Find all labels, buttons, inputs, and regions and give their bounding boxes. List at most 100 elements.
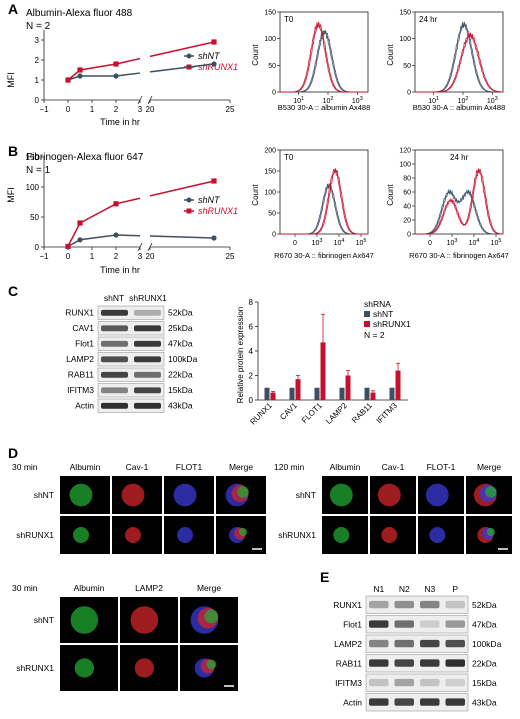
blot-e-col-2: N3 — [424, 584, 435, 594]
micro-2-cell-1-3-2 — [486, 527, 495, 536]
micro-2-cell-1-2-0 — [429, 527, 446, 543]
chart-a-xtick-label-1: 0 — [66, 105, 71, 114]
flow-b1-ytick-label-0: 0 — [272, 232, 276, 239]
chart-b-ytick-label-2: 100 — [26, 183, 40, 192]
blot-c-row-label-0: RUNX1 — [65, 308, 94, 318]
chart-b-xtick-label-6: 25 — [226, 252, 235, 261]
blot-e-band-2-0 — [369, 639, 389, 648]
blot-c-row-label-2: Flot1 — [75, 339, 94, 349]
micro-3-cell-1-1-0 — [134, 658, 155, 678]
panel-letter-b: B — [8, 143, 18, 159]
blot-e-band-5-2 — [420, 698, 440, 706]
micro-3-cell-1-2-2 — [206, 659, 217, 670]
bar-c-bar-1-1 — [295, 379, 301, 400]
bar-c-bar-4-1 — [370, 392, 376, 400]
micro-1-time: 30 min — [12, 462, 38, 472]
blot-e-strip-2 — [365, 634, 469, 653]
flow-b1-xtick-label-1: 103 — [312, 238, 323, 247]
chart-b-xtick-label-2: 1 — [90, 252, 95, 261]
flow-b1-ytick-label-2: 100 — [264, 190, 276, 197]
chart-b-series-0-seg-2a — [115, 234, 141, 237]
flow-b2-curve-1-1 — [415, 168, 504, 235]
blot-c-kda-label-6: 43kDa — [168, 401, 193, 411]
micro-1-row-0: shNT — [34, 490, 54, 500]
panel-letter-e: E — [320, 569, 329, 585]
chart-b-point-1-3 — [211, 178, 217, 184]
flow-a2-xlabel: B530 30-A :: albumin Ax488 — [413, 103, 506, 112]
flow-a1-ylabel: Count — [251, 44, 260, 66]
chart-a-xtick-label-6: 25 — [226, 105, 235, 114]
blot-e-band-2-2 — [420, 639, 440, 648]
micro-2-cell-0-0-0 — [329, 483, 353, 507]
chart-b-xtick-label-5: 20 — [146, 252, 155, 261]
micro-3-col-1: LAMP2 — [135, 583, 163, 593]
micro-2-cell-1-1-0 — [381, 527, 398, 543]
legend-b-shrunx1: shRUNX1 — [198, 206, 238, 216]
blot-c-band-6-1 — [134, 402, 161, 409]
blot-e-kda-label-4: 15kDa — [472, 678, 497, 688]
flow-b1-ytick-label-1: 50 — [268, 211, 276, 218]
bar-c-ytick-label-2: 4 — [249, 347, 254, 356]
panel-letter-c: C — [8, 283, 18, 299]
bar-c-legend-title: shRNA — [364, 299, 391, 309]
chart-a-xtick-label-5: 20 — [146, 105, 155, 114]
flow-a2-curve-0-0 — [415, 22, 503, 93]
legend-a-shnt-marker — [186, 53, 192, 59]
blot-e-col-1: N2 — [399, 584, 410, 594]
bar-c-bar-0-0 — [264, 387, 270, 400]
panel-letter-a: A — [8, 1, 18, 17]
flow-a2-ytick-label-3: 150 — [399, 10, 411, 17]
flow-a1-frame — [279, 11, 369, 93]
bar-c-bar-3-0 — [339, 387, 345, 400]
chart-a-series-1-seg-2a — [115, 57, 141, 65]
chart-a-point-1-2 — [113, 61, 119, 67]
chart-b-n: N = 1 — [26, 165, 51, 176]
blot-c-col-shnt: shNT — [104, 293, 124, 303]
flow-b1-xtick-label-2: 104 — [334, 238, 345, 247]
micro-3-col-2: Merge — [197, 583, 221, 593]
micro-2-col-3: Merge — [477, 462, 501, 472]
chart-b-xtick-label-3: 2 — [114, 252, 119, 261]
chart-a-point-1-0 — [65, 77, 71, 83]
chart-b-title: Fibrinogen-Alexa fluor 647 — [26, 152, 144, 163]
chart-a-xtick-label-2: 1 — [90, 105, 95, 114]
panel-letter-d: D — [8, 445, 18, 461]
blot-c-row-label-4: RAB11 — [68, 370, 95, 380]
chart-a-ytick-label-0: 0 — [35, 96, 40, 105]
bar-c-cat-label-1: CAV1 — [278, 401, 299, 422]
micro-3-cell-0-1-0 — [130, 606, 159, 634]
micrograph-grid-3: 30 min Albumin LAMP2 Merge shNT shRUNX1 — [12, 583, 238, 691]
flow-b2-ylabel: Count — [386, 184, 395, 206]
blot-c-band-1-0 — [101, 325, 128, 332]
chart-a-ytick-label-2: 2 — [35, 56, 40, 65]
flow-b1-ylabel: Count — [251, 184, 260, 206]
blot-e-band-3-0 — [369, 659, 389, 667]
micro-3-row-0: shNT — [34, 615, 54, 625]
blot-c-band-5-0 — [101, 387, 128, 394]
blot-e-band-2-1 — [394, 639, 414, 648]
micro-1-cell-0-0-0 — [69, 483, 93, 507]
flow-b1-tag: T0 — [284, 153, 294, 162]
blot-e-band-5-1 — [394, 698, 414, 706]
bar-c-ytick-label-1: 2 — [249, 372, 254, 381]
blot-e-band-0-0 — [369, 600, 389, 609]
bar-c-bar-3-1 — [345, 375, 351, 400]
bar-c-ylabel: Relative protein expression — [236, 307, 245, 404]
bar-c-cat-label-3: LAMP2 — [324, 401, 349, 426]
blot-e-band-0-1 — [394, 600, 414, 609]
blot-e-band-4-2 — [420, 678, 440, 687]
blot-c-kda-label-4: 22kDa — [168, 370, 193, 380]
bar-c-bar-0-1 — [270, 392, 276, 400]
chart-a-point-1-1 — [77, 67, 83, 73]
flow-b1-frame — [279, 149, 369, 235]
flow-a1-curve-1-1 — [280, 21, 368, 93]
blot-c-band-3-1 — [134, 356, 161, 363]
blot-c-band-0-1 — [134, 309, 161, 316]
flow-a2-xtick-label-0: 101 — [428, 96, 439, 105]
blot-e-band-3-1 — [394, 659, 414, 667]
micro-2-cell-1-0-0 — [333, 527, 350, 543]
flow-a1-xtick-label-0: 101 — [293, 96, 304, 105]
blot-e-kda-label-2: 100kDa — [472, 639, 502, 649]
blot-c-band-4-1 — [134, 371, 161, 378]
chart-a-point-0-1 — [77, 73, 83, 79]
